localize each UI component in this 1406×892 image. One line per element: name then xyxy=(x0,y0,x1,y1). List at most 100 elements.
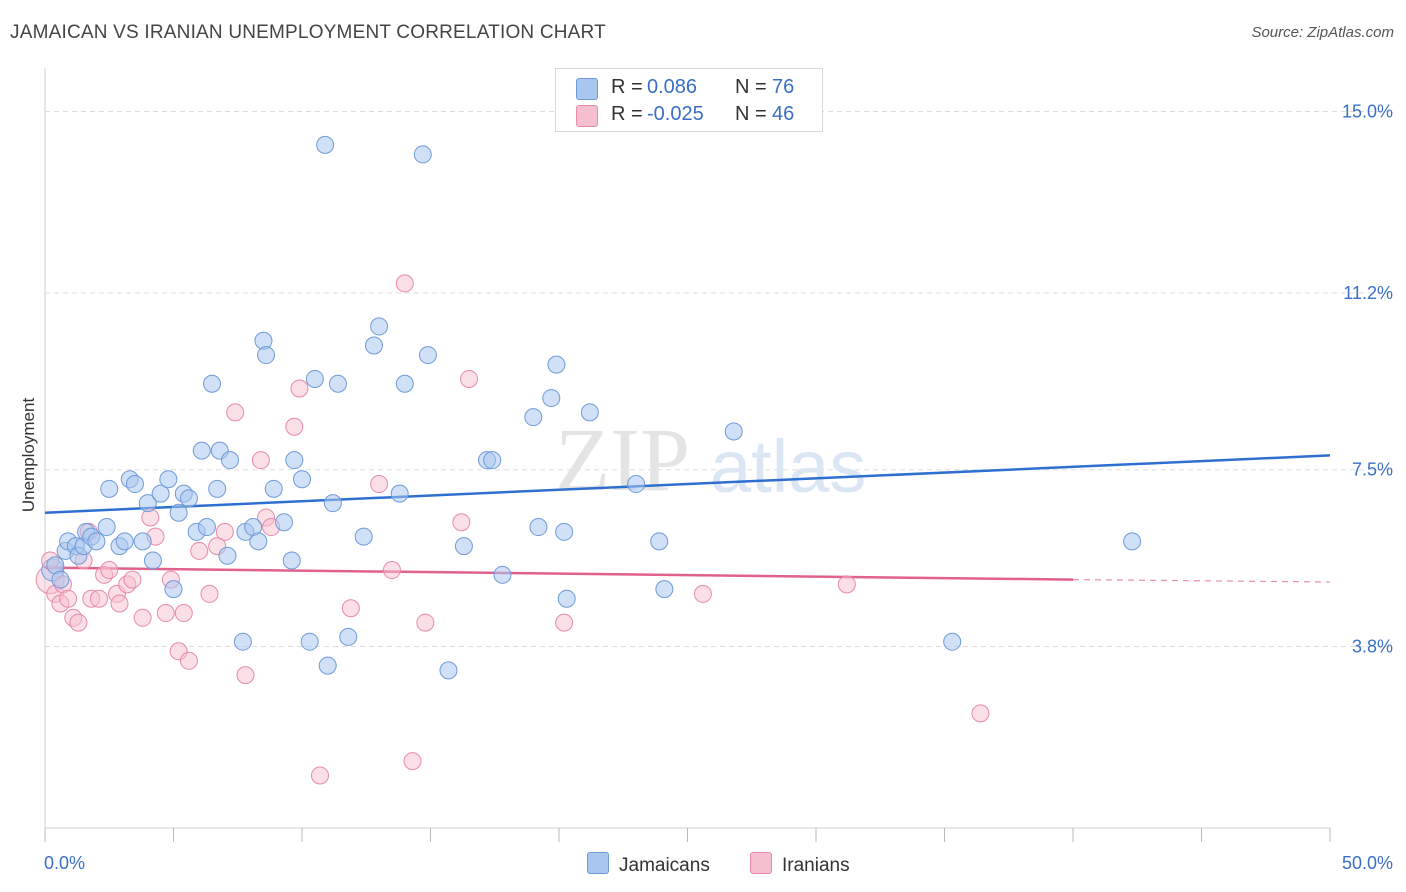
iranians-point xyxy=(69,613,88,632)
jamaicans-point xyxy=(285,451,304,470)
iranians-point xyxy=(89,589,108,608)
iranians-point xyxy=(452,513,471,532)
n-label: N = xyxy=(735,76,767,98)
jamaicans-point xyxy=(97,518,116,537)
jamaicans-point xyxy=(580,403,599,422)
iranians-point xyxy=(370,475,389,494)
iranians-point xyxy=(285,417,304,436)
iranians-point xyxy=(251,451,270,470)
correlation-legend: R = 0.086 N = 76 R = -0.025 N = 46 xyxy=(555,68,823,132)
iranians-point xyxy=(133,608,152,627)
iranians-point xyxy=(179,651,198,670)
r-value: -0.025 xyxy=(647,103,704,125)
iranians-point xyxy=(837,575,856,594)
jamaicans-point xyxy=(282,551,301,570)
jamaicans-point xyxy=(395,374,414,393)
jamaicans-point xyxy=(555,522,574,541)
bottom-legend-iranians: Iranians xyxy=(750,852,850,877)
tick-labels: 3.8% 7.5% 11.2% 15.0% 0.0% 50.0% xyxy=(44,101,1393,873)
jamaicans-point xyxy=(529,518,548,537)
jamaicans-point xyxy=(542,389,561,408)
jamaicans-point xyxy=(203,374,222,393)
iranians-point xyxy=(555,613,574,632)
jamaicans-point xyxy=(208,479,227,498)
jamaicans-point xyxy=(627,475,646,494)
jamaicans-point xyxy=(257,346,276,365)
jamaicans-point xyxy=(483,451,502,470)
iranians-point xyxy=(100,561,119,580)
jamaicans-point xyxy=(413,145,432,164)
jamaicans-point xyxy=(493,565,512,584)
iranians-point xyxy=(460,369,479,388)
jamaicans-point xyxy=(87,532,106,551)
jamaicans-point xyxy=(318,656,337,675)
jamaicans-point xyxy=(655,580,674,599)
jamaicans-point xyxy=(1123,532,1142,551)
n-value: 76 xyxy=(772,76,795,98)
n-label: N = xyxy=(735,103,767,125)
iranians-point xyxy=(693,584,712,603)
y-axis-label: Unemployment xyxy=(19,398,38,513)
jamaicans-point xyxy=(650,532,669,551)
jamaicans-point xyxy=(264,479,283,498)
source-label: Source: ZipAtlas.com xyxy=(1251,24,1394,41)
iranians-point xyxy=(110,594,129,613)
jamaicans-point xyxy=(138,494,157,513)
jamaicans-trend-line xyxy=(44,454,1331,514)
jamaicans-point xyxy=(390,484,409,503)
jamaicans-point xyxy=(418,346,437,365)
bottom-legend-jamaicans: Jamaicans xyxy=(587,852,710,877)
iranians-trend-line xyxy=(44,566,1074,581)
jamaicans-point xyxy=(218,546,237,565)
iranians-point xyxy=(290,379,309,398)
iranians-point xyxy=(200,584,219,603)
jamaicans-point xyxy=(221,451,240,470)
jamaicans-point xyxy=(364,336,383,355)
data-points xyxy=(35,135,1142,785)
r-label: R = xyxy=(611,76,643,98)
iranians-trend-extension xyxy=(1072,578,1331,583)
iranians-point xyxy=(156,604,175,623)
jamaicans-point xyxy=(524,408,543,427)
jamaicans-point xyxy=(115,532,134,551)
iranians-point xyxy=(382,561,401,580)
jamaicans-point xyxy=(169,503,188,522)
jamaicans-point xyxy=(192,441,211,460)
jamaicans-point xyxy=(316,135,335,154)
jamaicans-point xyxy=(125,475,144,494)
jamaicans-point xyxy=(133,532,152,551)
jamaicans-point xyxy=(293,470,311,489)
x-tick-label: 50.0% xyxy=(1342,853,1393,873)
iranians-point xyxy=(226,403,245,422)
jamaicans-point xyxy=(51,570,70,589)
jamaicans-point xyxy=(547,355,566,374)
n-value: 46 xyxy=(772,103,795,125)
jamaicans-point xyxy=(159,470,178,489)
jamaicans-point xyxy=(164,580,183,599)
jamaicans-point xyxy=(328,374,347,393)
jamaicans-point xyxy=(197,518,216,537)
jamaicans-label: Jamaicans xyxy=(619,855,710,876)
iranians-point xyxy=(215,522,234,541)
iranians-point xyxy=(395,274,414,293)
iranians-point xyxy=(174,604,193,623)
jamaicans-point xyxy=(275,513,294,532)
iranians-point xyxy=(59,589,78,608)
y-tick-label: 3.8% xyxy=(1352,636,1393,656)
jamaicans-swatch xyxy=(587,852,609,874)
iranians-point xyxy=(403,752,422,771)
watermark: ZIP atlas xyxy=(555,411,866,510)
r-label: R = xyxy=(611,103,643,125)
x-tick-label: 0.0% xyxy=(44,853,85,873)
jamaicans-point xyxy=(233,632,252,651)
jamaicans-point xyxy=(370,317,389,336)
jamaicans-point xyxy=(300,632,319,651)
iranians-point xyxy=(236,666,255,685)
y-tick-label: 11.2% xyxy=(1343,283,1393,303)
watermark-zip: ZIP xyxy=(555,411,690,510)
iranians-point xyxy=(123,570,142,589)
axes xyxy=(44,68,1331,842)
jamaicans-point xyxy=(323,494,342,513)
jamaicans-point xyxy=(143,551,162,570)
